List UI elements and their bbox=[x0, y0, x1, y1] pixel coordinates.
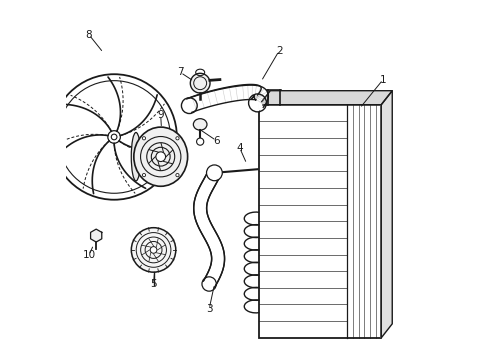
Ellipse shape bbox=[134, 127, 188, 186]
Circle shape bbox=[176, 174, 179, 177]
Circle shape bbox=[143, 174, 146, 177]
Text: 5: 5 bbox=[150, 279, 157, 289]
Text: 2: 2 bbox=[276, 46, 282, 56]
Text: 3: 3 bbox=[206, 304, 213, 314]
Circle shape bbox=[131, 228, 176, 272]
Polygon shape bbox=[381, 91, 392, 338]
Text: 6: 6 bbox=[213, 136, 220, 145]
Circle shape bbox=[196, 138, 204, 145]
Circle shape bbox=[206, 165, 222, 181]
Circle shape bbox=[111, 134, 117, 140]
Text: 7: 7 bbox=[177, 67, 184, 77]
Ellipse shape bbox=[190, 73, 210, 93]
Ellipse shape bbox=[131, 132, 141, 181]
Circle shape bbox=[143, 137, 146, 140]
Text: 1: 1 bbox=[380, 75, 387, 85]
Text: 4: 4 bbox=[236, 143, 243, 153]
Text: 9: 9 bbox=[157, 111, 164, 121]
Polygon shape bbox=[91, 229, 102, 242]
Circle shape bbox=[156, 152, 166, 162]
Polygon shape bbox=[259, 91, 392, 105]
Text: 10: 10 bbox=[82, 250, 96, 260]
Ellipse shape bbox=[194, 119, 207, 130]
Circle shape bbox=[150, 247, 157, 253]
Circle shape bbox=[176, 137, 179, 140]
FancyBboxPatch shape bbox=[259, 105, 381, 338]
Text: 8: 8 bbox=[86, 30, 92, 40]
